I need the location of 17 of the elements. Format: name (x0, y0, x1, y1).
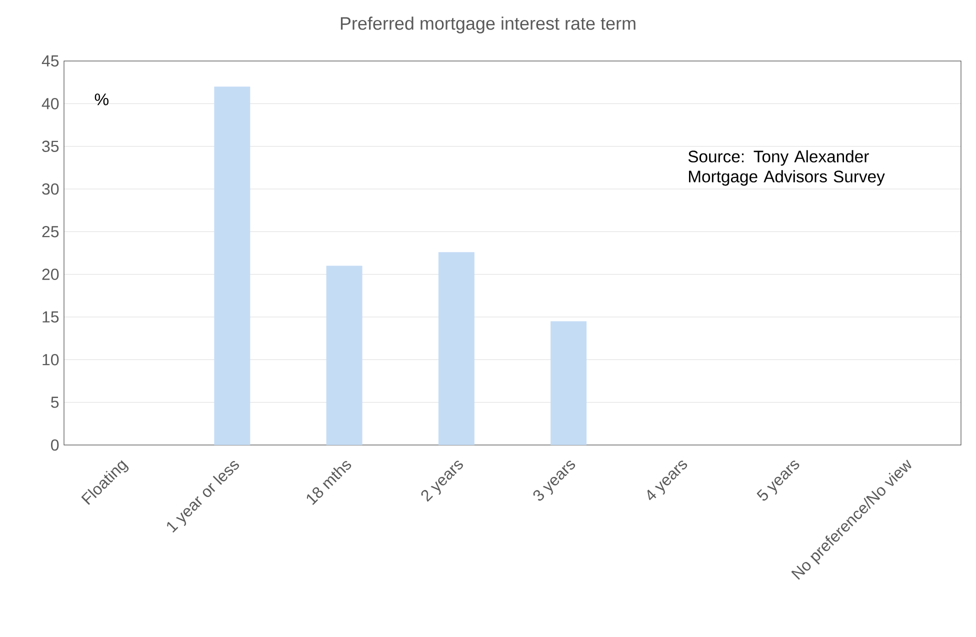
bar (326, 266, 362, 445)
bar (550, 321, 587, 445)
y-tick-label: 10 (42, 354, 59, 366)
annotation: % (94, 94, 108, 106)
y-tick-label: 40 (42, 98, 59, 110)
bar (214, 86, 250, 445)
annotation: Source: Tony Alexander Mortgage Advisors Survey (688, 150, 885, 186)
y-tick-label: 20 (42, 268, 59, 280)
y-tick-label: 25 (42, 226, 59, 238)
y-tick-label: 0 (51, 439, 59, 451)
y-tick-label: 35 (42, 140, 59, 152)
bar (438, 252, 474, 445)
y-tick-label: 45 (42, 55, 59, 67)
y-tick-label: 5 (51, 396, 59, 408)
y-tick-label: 30 (42, 183, 59, 195)
chart-title: Preferred mortgage interest rate term (340, 16, 636, 34)
y-tick-label: 15 (42, 311, 59, 323)
